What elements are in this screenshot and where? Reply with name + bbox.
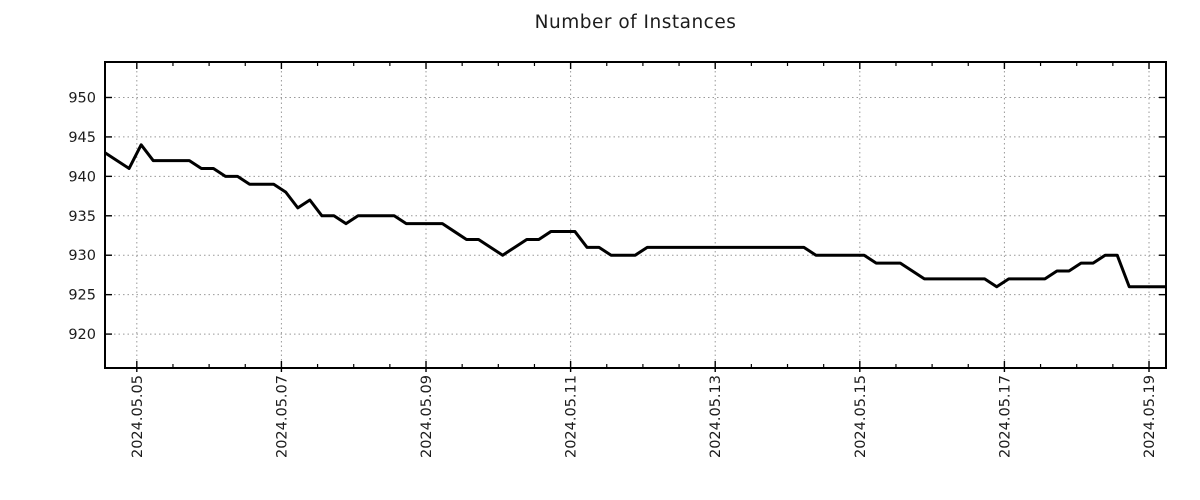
- y-tick-label: 950: [68, 90, 96, 106]
- x-tick-label: 2024.05.13: [708, 375, 724, 458]
- plot-border: [104, 61, 1167, 369]
- y-tick-label: 925: [68, 288, 96, 304]
- y-tick-label: 940: [68, 169, 96, 185]
- x-tick-label: 2024.05.09: [419, 375, 435, 458]
- x-tick-label: 2024.05.15: [853, 375, 869, 458]
- x-tick-label: 2024.05.17: [997, 375, 1013, 458]
- y-tick-label: 920: [68, 327, 96, 343]
- x-tick-label: 2024.05.05: [130, 375, 146, 458]
- x-tick-label: 2024.05.19: [1142, 375, 1158, 458]
- y-tick-label: 930: [68, 248, 96, 264]
- y-tick-label: 935: [68, 209, 96, 225]
- series-line: [104, 143, 1166, 289]
- x-tick-label: 2024.05.11: [564, 375, 580, 458]
- x-tick-label: 2024.05.07: [274, 375, 290, 458]
- y-tick-label: 945: [68, 130, 96, 146]
- chart-title: Number of Instances: [534, 12, 737, 33]
